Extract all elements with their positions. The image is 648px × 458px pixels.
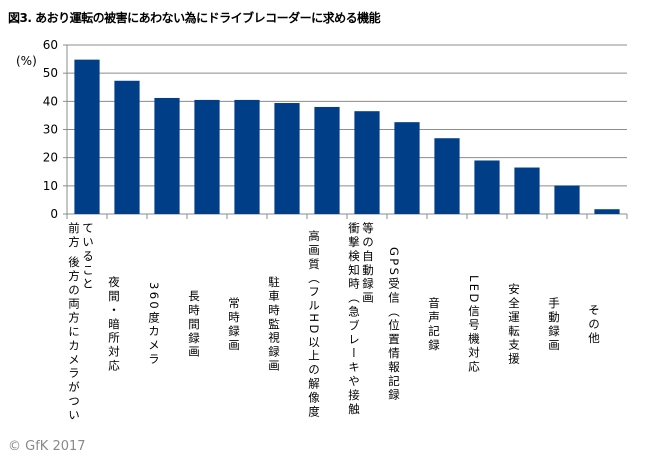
- bar: [554, 185, 580, 214]
- y-tick-label: 50: [43, 66, 58, 80]
- x-tick-label-text: 駐車時監視録画: [267, 275, 281, 374]
- y-tick-label: 30: [43, 123, 58, 137]
- y-tick-label: 0: [50, 207, 58, 221]
- bar: [194, 99, 220, 214]
- x-tick-label: 前方 後方の両方にカメラがついていること: [67, 222, 107, 427]
- x-tick-label-text: その他: [587, 303, 601, 346]
- x-tick-label-text: 音声記録: [427, 296, 441, 353]
- x-tick-label-text: 前方 後方の両方にカメラがついていること: [67, 222, 95, 423]
- x-tick-label: GPS受信（位置情報記録: [387, 222, 427, 427]
- x-tick-label: 360度カメラ: [147, 222, 187, 427]
- x-tick-label: LED信号機対応: [467, 222, 507, 427]
- x-tick-label-text: LED信号機対応: [467, 274, 481, 375]
- y-tick-label: 10: [43, 179, 58, 193]
- x-tick-label: 夜間・暗所対応: [107, 222, 147, 427]
- x-tick-label-text: 360度カメラ: [147, 282, 161, 367]
- x-tick-label: 音声記録: [427, 222, 467, 427]
- bar: [234, 99, 260, 214]
- x-tick-label-text: 安全運転支援: [507, 282, 521, 367]
- x-tick-label: 高画質（フルHD以上の解像度: [307, 222, 347, 427]
- bar: [434, 138, 460, 214]
- y-axis-label: (%): [16, 54, 37, 68]
- x-tick-label: 駐車時監視録画: [267, 222, 307, 427]
- x-tick-label-text: 常時録画: [227, 296, 241, 353]
- x-tick-label: 常時録画: [227, 222, 267, 427]
- x-tick-label-text: 手動録画: [547, 296, 561, 353]
- bar: [354, 111, 380, 214]
- x-tick-label-text: 長時間録画: [187, 289, 201, 360]
- bar: [314, 106, 340, 214]
- y-tick-label: 40: [43, 94, 58, 108]
- x-tick-label-text: 高画質（フルHD以上の解像度: [307, 229, 321, 420]
- x-tick-label: 手動録画: [547, 222, 587, 427]
- y-tick-label: 20: [43, 151, 58, 165]
- bar: [114, 80, 140, 214]
- y-tick-label: 60: [43, 38, 58, 52]
- x-tick-label-text: 夜間・暗所対応: [107, 275, 121, 374]
- x-tick-label: その他: [587, 222, 627, 427]
- bar: [74, 59, 100, 214]
- bar: [274, 103, 300, 214]
- bar: [154, 97, 180, 214]
- bar: [514, 167, 540, 214]
- x-tick-label-text: 衝撃検知時（急ブレーキや接触等の自動録画: [347, 222, 375, 417]
- x-tick-label: 安全運転支援: [507, 222, 547, 427]
- bar: [474, 160, 500, 214]
- bar: [594, 209, 620, 214]
- x-tick-label: 長時間録画: [187, 222, 227, 427]
- bar: [394, 122, 420, 214]
- x-tick-label-text: GPS受信（位置情報記録: [387, 246, 401, 403]
- chart-title: 図3. あおり運転の被害にあわない為にドライブレコーダーに求める機能: [8, 11, 381, 25]
- copyright: © GfK 2017: [8, 439, 86, 454]
- x-tick-label: 衝撃検知時（急ブレーキや接触等の自動録画: [347, 222, 387, 427]
